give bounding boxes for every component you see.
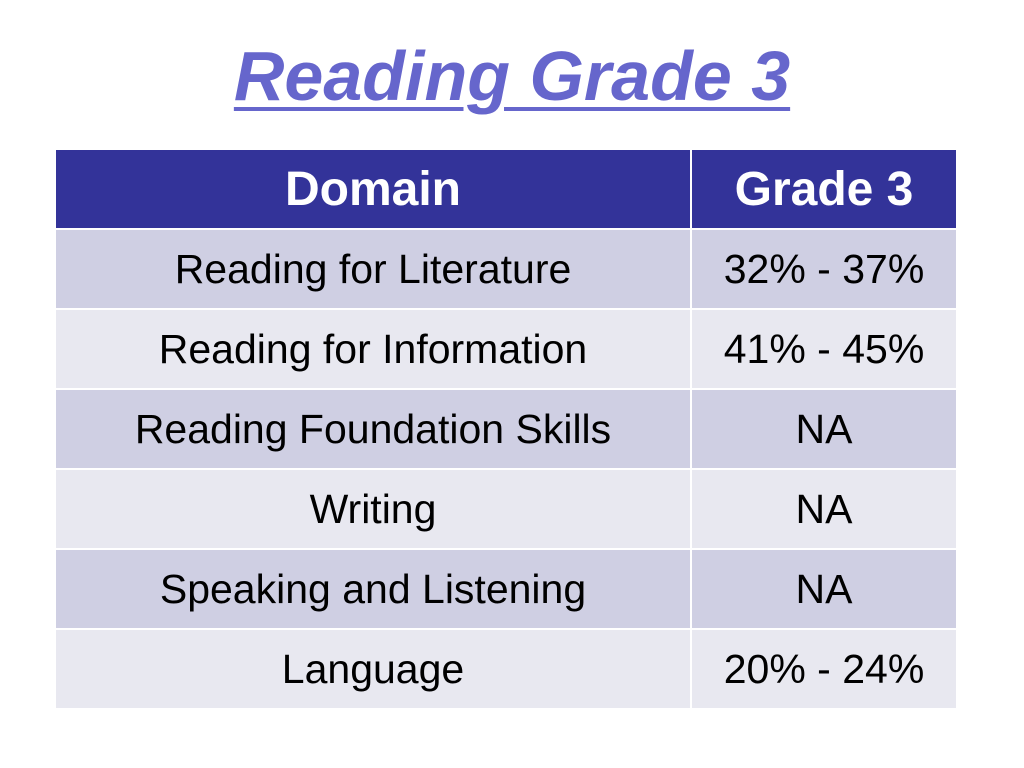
grade-cell: NA xyxy=(691,549,956,630)
domain-cell: Reading Foundation Skills xyxy=(56,389,692,470)
table-row: Reading Foundation Skills NA xyxy=(56,389,956,470)
domain-cell: Reading for Information xyxy=(56,309,692,390)
grade-cell: NA xyxy=(691,469,956,550)
grade-cell: 41% - 45% xyxy=(691,309,956,390)
table-row: Reading for Information 41% - 45% xyxy=(56,309,956,390)
domain-cell: Speaking and Listening xyxy=(56,549,692,630)
table-row: Writing NA xyxy=(56,469,956,550)
table-row: Reading for Literature 32% - 37% xyxy=(56,229,956,310)
header-domain: Domain xyxy=(56,150,692,230)
domain-cell: Reading for Literature xyxy=(56,229,692,310)
domain-cell: Writing xyxy=(56,469,692,550)
grade-cell: 20% - 24% xyxy=(691,629,956,708)
header-grade-3: Grade 3 xyxy=(691,150,956,230)
grade-cell: 32% - 37% xyxy=(691,229,956,310)
table-header-row: Domain Grade 3 xyxy=(56,150,956,230)
grade-cell: NA xyxy=(691,389,956,470)
slide-title: Reading Grade 3 xyxy=(233,37,791,115)
table-row: Speaking and Listening NA xyxy=(56,549,956,630)
table-row: Language 20% - 24% xyxy=(56,629,956,708)
domain-table: Domain Grade 3 Reading for Literature 32… xyxy=(56,150,956,708)
domain-cell: Language xyxy=(56,629,692,708)
